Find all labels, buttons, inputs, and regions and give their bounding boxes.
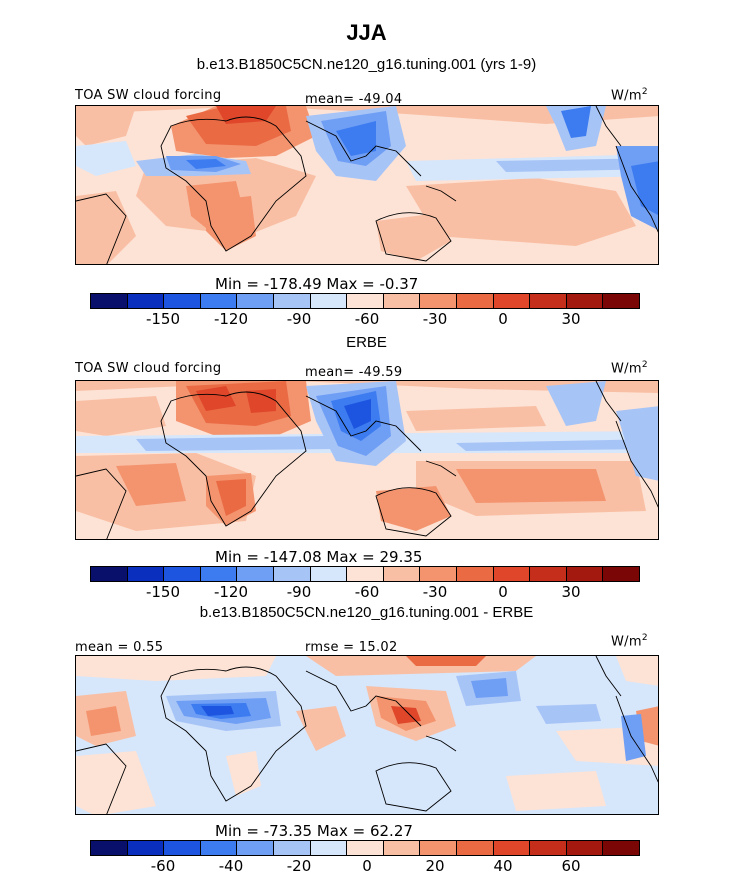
panel-3-minmax: Min = -73.35 Max = 62.27 — [215, 822, 413, 840]
panel-2-tick: 30 — [561, 583, 581, 601]
panel-3-map — [75, 655, 659, 815]
colorbar-swatch — [310, 294, 348, 308]
colorbar-swatch — [456, 294, 494, 308]
panel-1-units: W/m2 — [611, 87, 648, 104]
colorbar-swatch — [200, 294, 238, 308]
colorbar-swatch — [493, 567, 531, 581]
colorbar-swatch — [420, 567, 457, 581]
panel-2-tick: -120 — [213, 583, 249, 601]
colorbar-swatch — [456, 841, 494, 855]
colorbar-swatch — [200, 567, 238, 581]
panel-2-map — [75, 380, 659, 540]
panel-3-tick: 0 — [362, 857, 372, 875]
panel-2-title: ERBE — [346, 334, 387, 351]
panel-3-tick: -20 — [286, 857, 312, 875]
colorbar-swatch — [127, 567, 165, 581]
colorbar-swatch — [310, 841, 348, 855]
colorbar-swatch — [566, 567, 604, 581]
panel-3-rmse-label: rmse = 15.02 — [305, 640, 398, 655]
panel-3-mean-label: mean = 0.55 — [75, 640, 164, 655]
panel-1-tick: -60 — [354, 310, 380, 328]
panel-2-variable-label: TOA SW cloud forcing — [75, 361, 222, 376]
panel-1-tick: 0 — [498, 310, 508, 328]
colorbar-swatch — [603, 567, 639, 581]
colorbar-swatch — [273, 294, 311, 308]
panel-1-minmax: Min = -178.49 Max = -0.37 — [215, 275, 419, 293]
colorbar-swatch — [237, 294, 274, 308]
panel-2-units: W/m2 — [611, 360, 648, 377]
panel-3-title: b.e13.B1850C5CN.ne120_g16.tuning.001 - E… — [199, 604, 534, 621]
colorbar-swatch — [91, 567, 128, 581]
colorbar-swatch — [91, 294, 128, 308]
panel-2-tick: -90 — [286, 583, 312, 601]
panel-1-title: b.e13.B1850C5CN.ne120_g16.tuning.001 (yr… — [196, 56, 537, 73]
colorbar-swatch — [383, 841, 421, 855]
colorbar-swatch — [164, 294, 201, 308]
colorbar-swatch — [347, 294, 384, 308]
panel-3-tick: 40 — [493, 857, 513, 875]
panel-1-tick: -90 — [286, 310, 312, 328]
colorbar-swatch — [347, 841, 384, 855]
colorbar-swatch — [310, 567, 348, 581]
colorbar-swatch — [530, 567, 567, 581]
panel-3-tick: -60 — [150, 857, 176, 875]
panel-2-tick: -150 — [145, 583, 181, 601]
colorbar-swatch — [91, 841, 128, 855]
panel-3-tick: -40 — [218, 857, 244, 875]
colorbar-swatch — [530, 294, 567, 308]
colorbar-swatch — [420, 294, 457, 308]
panel-1-map — [75, 105, 659, 265]
colorbar-swatch — [347, 567, 384, 581]
figure-title: JJA — [346, 20, 387, 45]
colorbar-swatch — [420, 841, 457, 855]
colorbar-swatch — [237, 841, 274, 855]
panel-1-colorbar — [90, 293, 640, 309]
colorbar-swatch — [127, 841, 165, 855]
colorbar-swatch — [164, 841, 201, 855]
colorbar-swatch — [383, 567, 421, 581]
colorbar-swatch — [127, 294, 165, 308]
colorbar-swatch — [566, 841, 604, 855]
panel-1-tick: -30 — [422, 310, 448, 328]
panel-1-tick: -150 — [145, 310, 181, 328]
colorbar-swatch — [273, 841, 311, 855]
panel-2-mean-label: mean= -49.59 — [305, 365, 403, 380]
colorbar-swatch — [164, 567, 201, 581]
panel-2-minmax: Min = -147.08 Max = 29.35 — [215, 548, 423, 566]
colorbar-swatch — [237, 567, 274, 581]
colorbar-swatch — [200, 841, 238, 855]
colorbar-swatch — [493, 294, 531, 308]
panel-2-tick: -30 — [422, 583, 448, 601]
colorbar-swatch — [566, 294, 604, 308]
colorbar-swatch — [603, 294, 639, 308]
panel-3-tick: 60 — [561, 857, 581, 875]
colorbar-swatch — [456, 567, 494, 581]
colorbar-swatch — [530, 841, 567, 855]
panel-3-colorbar — [90, 840, 640, 856]
panel-3-tick: 20 — [425, 857, 445, 875]
panel-2-tick: -60 — [354, 583, 380, 601]
panel-2-tick: 0 — [498, 583, 508, 601]
panel-1-mean-label: mean= -49.04 — [305, 92, 403, 107]
colorbar-swatch — [603, 841, 639, 855]
panel-1-tick: 30 — [561, 310, 581, 328]
colorbar-swatch — [493, 841, 531, 855]
colorbar-swatch — [273, 567, 311, 581]
panel-2-colorbar — [90, 566, 640, 582]
panel-1-tick: -120 — [213, 310, 249, 328]
panel-3-units: W/m2 — [611, 633, 648, 650]
panel-1-variable-label: TOA SW cloud forcing — [75, 88, 222, 103]
colorbar-swatch — [383, 294, 421, 308]
